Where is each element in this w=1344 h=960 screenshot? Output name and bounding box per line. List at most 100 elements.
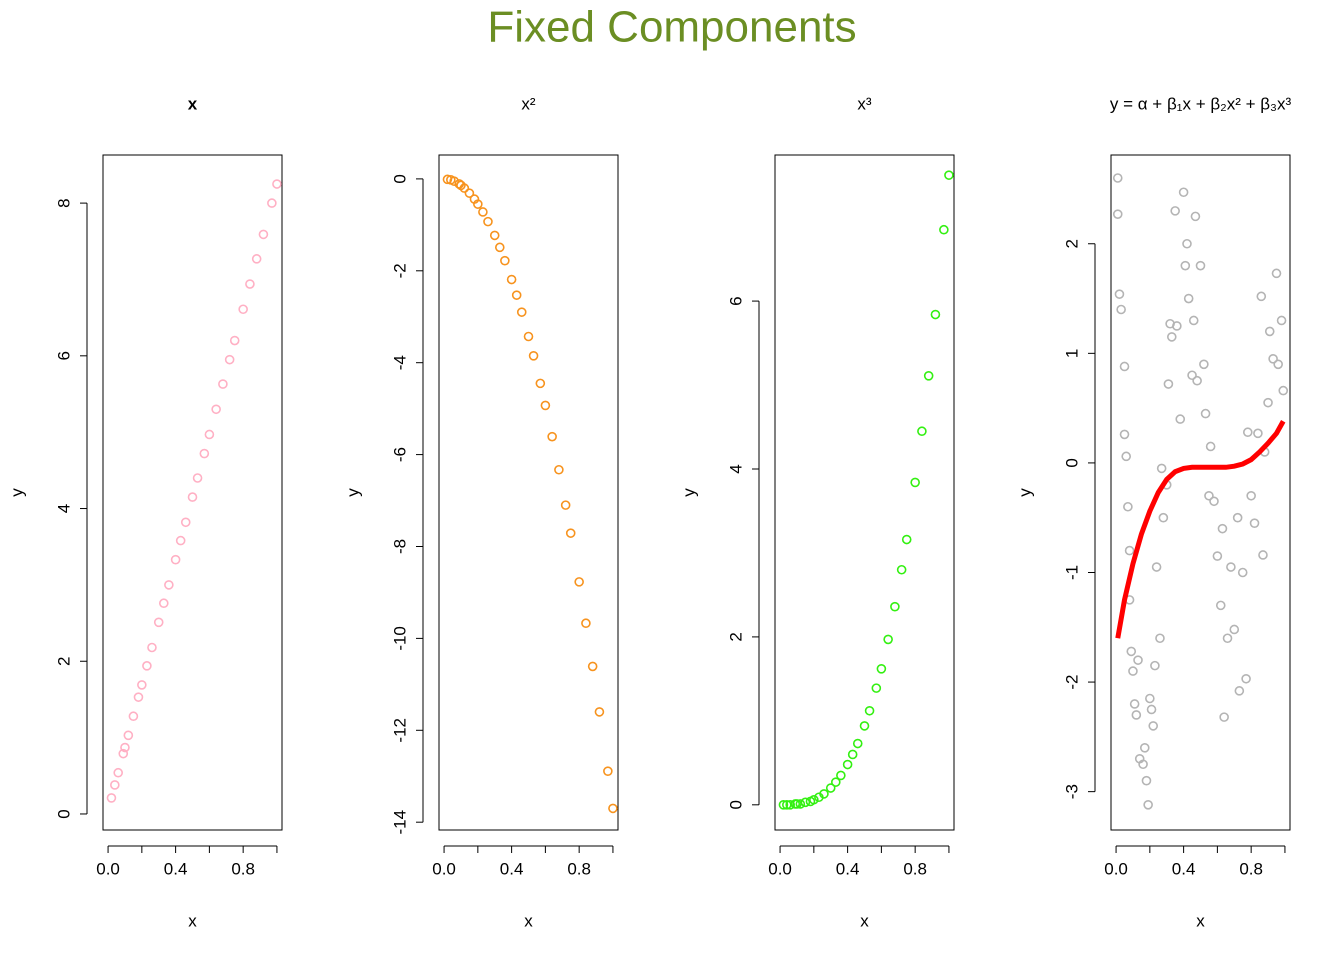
point — [1150, 660, 1160, 671]
point — [473, 199, 483, 209]
y-tick-label: -3 — [1062, 784, 1081, 799]
point — [1138, 759, 1148, 770]
plot-box — [1110, 154, 1291, 831]
point — [1141, 775, 1152, 786]
point — [123, 730, 134, 741]
point — [1121, 451, 1131, 462]
point — [153, 617, 164, 628]
point — [147, 642, 157, 653]
point — [449, 176, 459, 186]
point — [204, 429, 215, 440]
point — [251, 254, 262, 264]
point — [267, 198, 277, 208]
x-axis-label: x — [524, 911, 533, 930]
point — [1271, 268, 1282, 279]
point — [910, 477, 920, 488]
point — [110, 780, 120, 790]
point — [137, 680, 147, 690]
y-tick-label: 4 — [726, 464, 745, 473]
point — [187, 492, 198, 502]
point — [238, 304, 248, 315]
fit-line — [1115, 420, 1286, 639]
point — [1263, 397, 1273, 408]
x-tick-label: 0.8 — [1239, 859, 1263, 878]
y-tick-label: 6 — [726, 296, 745, 305]
point — [883, 634, 893, 645]
point — [142, 661, 152, 671]
point — [1232, 512, 1243, 523]
point — [199, 448, 210, 459]
point — [594, 707, 605, 717]
point — [1192, 375, 1202, 386]
y-tick-label: 0 — [390, 174, 409, 183]
point — [842, 759, 853, 770]
y-tick-label: -2 — [390, 263, 409, 278]
y-axis-label: y — [679, 488, 698, 497]
point — [809, 794, 819, 805]
point — [506, 274, 517, 285]
point — [192, 473, 203, 483]
x-tick-label: 0.0 — [432, 859, 456, 878]
point — [1256, 291, 1267, 302]
point — [944, 170, 954, 180]
point — [1131, 710, 1142, 720]
point — [1200, 408, 1211, 419]
x-tick-label: 0.0 — [1104, 859, 1128, 878]
point — [1226, 562, 1236, 572]
point — [1148, 721, 1159, 731]
x-axis-label: x — [1196, 911, 1205, 930]
point — [1217, 523, 1228, 534]
x-tick-label: 0.8 — [231, 859, 255, 878]
x-tick-label: 0.0 — [768, 859, 792, 878]
panel-title: x³ — [857, 94, 872, 113]
point — [1205, 441, 1216, 452]
point — [1180, 260, 1191, 271]
y-tick-label: -8 — [390, 539, 409, 554]
point — [1264, 326, 1275, 337]
panel-title: x — [188, 94, 198, 113]
point — [852, 738, 863, 749]
point — [1119, 429, 1130, 440]
point — [120, 742, 130, 753]
point — [1116, 304, 1126, 315]
point — [118, 748, 129, 759]
point — [1155, 633, 1165, 644]
chart-title: Fixed Components — [487, 3, 856, 52]
point — [1278, 385, 1289, 396]
point — [1188, 315, 1199, 326]
y-tick-label: -1 — [1062, 565, 1081, 580]
point — [1128, 666, 1138, 676]
point — [830, 777, 841, 787]
point — [554, 464, 564, 475]
point — [180, 517, 191, 528]
point — [258, 229, 269, 240]
point — [930, 309, 941, 320]
point — [128, 711, 139, 722]
point — [1133, 655, 1143, 665]
point — [1183, 293, 1194, 304]
point — [494, 242, 505, 253]
point — [778, 800, 789, 810]
point — [229, 335, 240, 346]
point — [1190, 211, 1201, 222]
point — [133, 692, 144, 702]
point — [1145, 693, 1155, 704]
point — [1237, 567, 1248, 578]
point — [1219, 712, 1229, 722]
point — [464, 188, 475, 198]
y-tick-label: -14 — [390, 810, 409, 835]
point — [1249, 518, 1260, 528]
y-tick-label: -2 — [1062, 675, 1081, 690]
point — [901, 534, 912, 545]
y-axis-label: y — [343, 488, 362, 497]
point — [565, 528, 576, 538]
point — [1246, 490, 1256, 501]
point — [1119, 361, 1130, 372]
plot-box — [774, 154, 955, 831]
point — [211, 404, 221, 415]
point — [1114, 289, 1125, 299]
point — [106, 793, 117, 803]
x-tick-label: 0.4 — [500, 859, 524, 878]
y-axis-label: y — [7, 488, 26, 497]
point — [1209, 496, 1219, 507]
